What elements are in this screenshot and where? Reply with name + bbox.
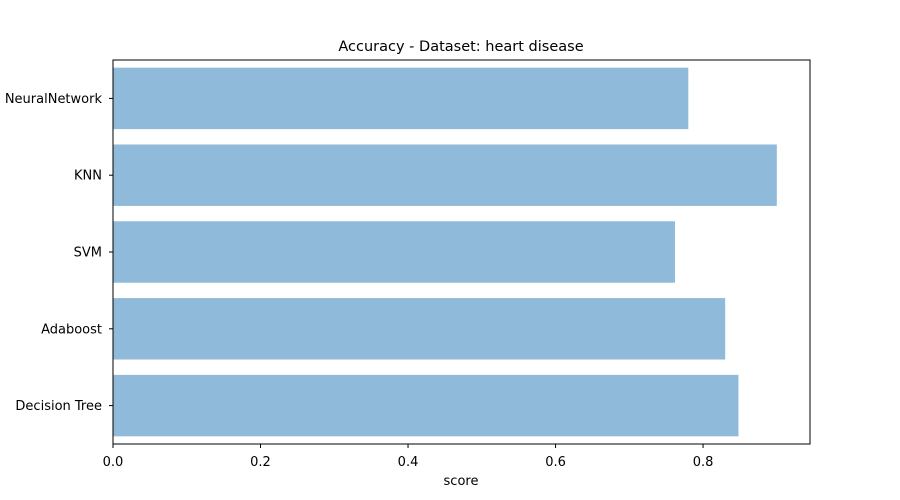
bar-knn bbox=[113, 144, 777, 206]
y-tick-label-knn: KNN bbox=[74, 169, 102, 184]
x-tick-label-0: 0.0 bbox=[103, 455, 124, 470]
x-tick-label-1: 0.2 bbox=[250, 455, 271, 470]
y-tick-label-adaboost: Adaboost bbox=[41, 322, 102, 337]
x-tick-label-3: 0.6 bbox=[545, 455, 566, 470]
y-tick-label-decision-tree: Decision Tree bbox=[15, 399, 102, 414]
bar-adaboost bbox=[113, 298, 726, 360]
bar-neuralnetwork bbox=[113, 67, 689, 130]
y-tick-label-neuralnetwork: NeuralNetwork bbox=[5, 92, 103, 107]
x-tick-label-2: 0.4 bbox=[398, 455, 419, 470]
chart-title: Accuracy - Dataset: heart disease bbox=[338, 39, 583, 55]
bar-decision-tree bbox=[113, 374, 739, 437]
x-tick-label-4: 0.8 bbox=[693, 455, 714, 470]
y-axis: NeuralNetwork KNN SVM Adaboost Decision Tree bbox=[5, 92, 113, 414]
bars-layer bbox=[113, 67, 777, 437]
x-axis: 0.0 0.2 0.4 0.6 0.8 bbox=[103, 444, 714, 470]
bar-svm bbox=[113, 221, 676, 283]
x-axis-label: score bbox=[444, 474, 479, 489]
y-tick-label-svm: SVM bbox=[74, 246, 102, 261]
